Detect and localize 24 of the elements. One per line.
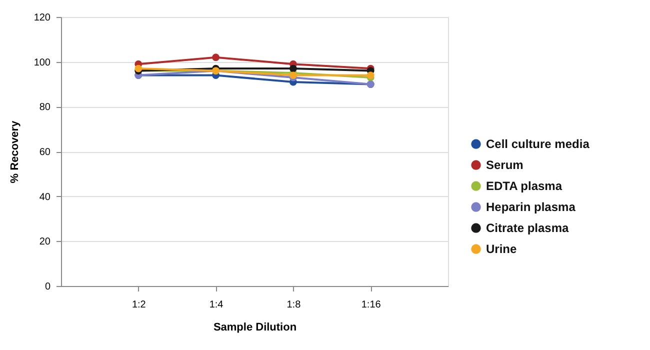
legend-label: Urine <box>486 242 517 256</box>
y-tick-label: 120 <box>34 12 51 24</box>
point <box>289 72 297 79</box>
y-tick-label: 100 <box>34 57 51 68</box>
x-tick-label: 1:16 <box>361 300 382 310</box>
point <box>134 64 142 72</box>
point <box>366 72 374 79</box>
legend-label: Citrate plasma <box>486 221 570 236</box>
legend-label: Cell culture media <box>486 137 590 152</box>
x-tick-label: 1:2 <box>132 300 146 310</box>
y-tick-label: 0 <box>44 282 51 292</box>
legend-label: EDTA plasma <box>486 179 562 194</box>
y-axis-title: % Recovery <box>8 120 21 184</box>
x-tick-label: 1:8 <box>286 300 302 310</box>
legend-label: Serum <box>486 158 524 172</box>
y-tick-label: 60 <box>39 147 51 158</box>
legend-label: Heparin plasma <box>486 200 576 214</box>
x-tick-label: 1:4 <box>209 300 224 310</box>
point <box>289 64 297 72</box>
point <box>212 54 220 62</box>
y-tick-label: 20 <box>39 236 51 248</box>
y-tick-label: 80 <box>39 102 51 114</box>
y-tick-label: 40 <box>39 192 51 203</box>
x-axis-title: Sample Dilution <box>213 322 297 334</box>
